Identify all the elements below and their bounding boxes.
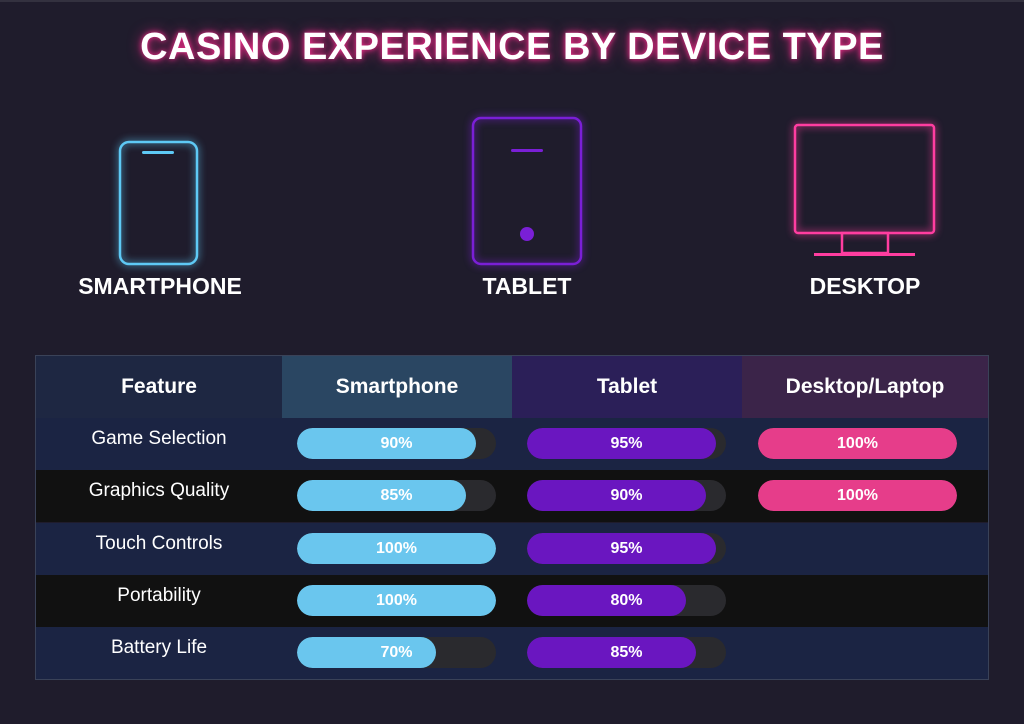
- device-label-desktop: DESKTOP: [809, 273, 921, 299]
- bar-value-label: 95%: [610, 435, 643, 452]
- device-label-tablet: TABLET: [482, 273, 572, 299]
- device-smartphone: SMARTPHONE: [60, 120, 260, 310]
- bar-track: 80%: [527, 584, 726, 616]
- table-header: Feature Smartphone Tablet Desktop/Laptop: [36, 356, 988, 418]
- device-tablet: TABLET: [427, 112, 627, 310]
- bar-value-label: 100%: [837, 487, 878, 505]
- bar-value-label: 100%: [837, 435, 878, 452]
- page-title: CASINO EXPERIENCE BY DEVICE TYPE: [140, 26, 884, 68]
- bar-tablet: [527, 480, 707, 512]
- feature-label: Battery Life: [110, 637, 208, 659]
- bar-value-label: 90%: [380, 435, 413, 452]
- header-feature: Feature: [36, 356, 282, 418]
- feature-label: Game Selection: [91, 428, 227, 449]
- bar-track: 95%: [527, 532, 726, 564]
- table-row: Touch Controls 100% 95%: [36, 522, 988, 575]
- bar-value-label: 85%: [380, 487, 413, 505]
- bar-track: 90%: [527, 480, 726, 512]
- feature-label: Portability: [117, 584, 201, 606]
- bar-tablet: [527, 584, 687, 616]
- bar-track: 85%: [297, 480, 496, 512]
- table-row: Battery Life 70% 85%: [36, 627, 988, 680]
- bar-value-label: 100%: [376, 539, 417, 557]
- device-desktop: DESKTOP: [765, 120, 965, 310]
- bar-track: 95%: [527, 428, 726, 459]
- feature-label: Touch Controls: [95, 532, 223, 554]
- smartphone-icon: [118, 140, 199, 266]
- bar-track: 100%: [297, 584, 496, 616]
- bar-value-label: 85%: [610, 644, 643, 662]
- bar-smartphone: [297, 428, 477, 459]
- feature-label: Graphics Quality: [88, 480, 230, 502]
- desktop-icon: [793, 123, 936, 256]
- bar-value-label: 100%: [376, 591, 417, 609]
- bar-track: 100%: [758, 480, 957, 512]
- bar-tablet: [527, 428, 717, 459]
- bar-track: 85%: [527, 637, 726, 669]
- device-label-smartphone: SMARTPHONE: [78, 273, 242, 299]
- bar-track: 100%: [297, 532, 496, 564]
- bar-value-label: 70%: [380, 644, 413, 662]
- bar-value-label: 95%: [610, 539, 643, 557]
- bar-smartphone: [297, 637, 437, 669]
- bar-desktop-laptop: [758, 480, 957, 512]
- bar-tablet: [527, 637, 697, 669]
- top-border: [0, 0, 1024, 2]
- header-smartphone: Smartphone: [282, 356, 512, 418]
- header-desktop: Desktop/Laptop: [742, 356, 988, 418]
- bar-desktop-laptop: [758, 428, 957, 459]
- bar-smartphone: [297, 584, 496, 616]
- bar-smartphone: [297, 480, 467, 512]
- comparison-table: Feature Smartphone Tablet Desktop/Laptop…: [35, 355, 989, 680]
- bar-track: 100%: [758, 428, 957, 459]
- table-row: Game Selection 90% 95% 100%: [36, 418, 988, 470]
- bar-smartphone: [297, 532, 496, 564]
- table-row: Graphics Quality 85% 90% 100%: [36, 470, 988, 523]
- bar-value-label: 80%: [610, 591, 643, 609]
- bar-value-label: 90%: [610, 487, 643, 505]
- bar-track: 90%: [297, 428, 496, 459]
- header-tablet: Tablet: [512, 356, 742, 418]
- bar-tablet: [527, 532, 717, 564]
- tablet-icon: [471, 116, 583, 266]
- bar-track: 70%: [297, 637, 496, 669]
- table-row: Portability 100% 80%: [36, 574, 988, 627]
